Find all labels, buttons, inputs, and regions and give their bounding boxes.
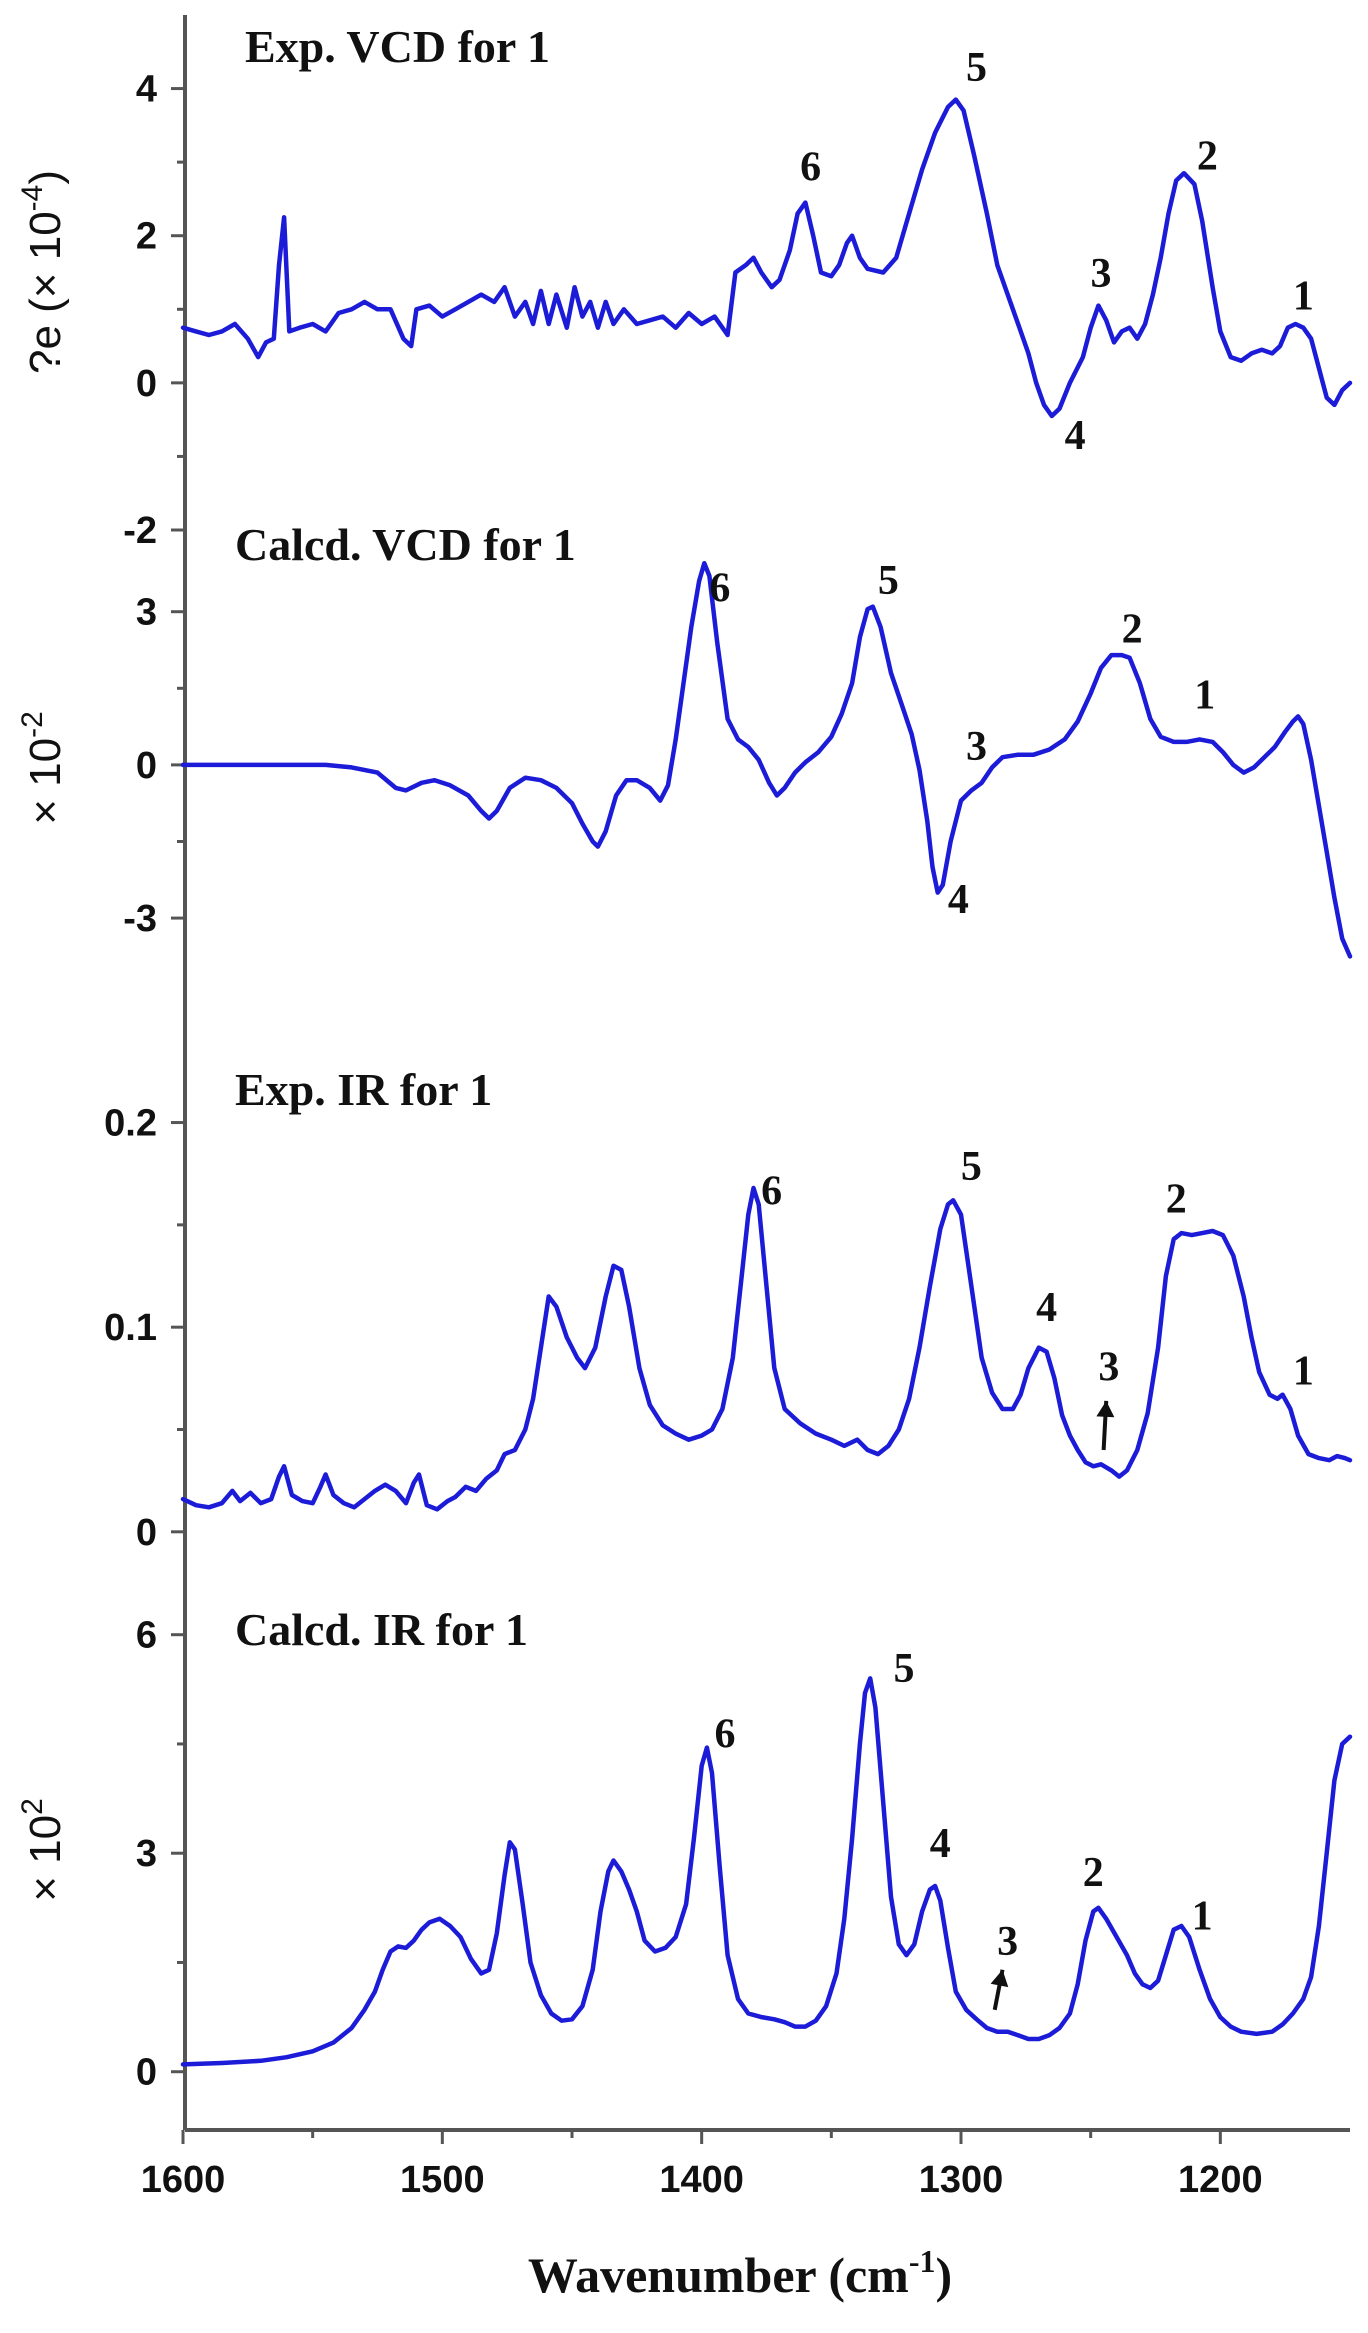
peak-label-calcd-ir: 3 <box>997 1919 1018 1965</box>
peak-label-exp-ir: 3 <box>1098 1344 1119 1390</box>
x-tick-label: 1600 <box>141 2159 226 2201</box>
peak-label-calcd-ir: 1 <box>1192 1894 1213 1940</box>
peak-label-calcd-ir: 4 <box>930 1821 951 1867</box>
x-axis-label: Wavenumber (cm-1) <box>528 2243 952 2303</box>
y-axis-label-calcd-vcd: × 10-2 <box>16 711 70 825</box>
panel-title-calcd-ir: Calcd. IR for 1 <box>235 1604 528 1655</box>
y-axis-label-sup: 2 <box>16 1798 49 1815</box>
peak-label-exp-vcd: 5 <box>966 45 987 91</box>
y-tick-label-exp-vcd: 4 <box>136 69 157 111</box>
y-tick-label-exp-vcd: 2 <box>136 216 157 258</box>
peak-label-exp-vcd: 6 <box>800 145 821 191</box>
x-tick-label: 1300 <box>919 2159 1004 2201</box>
y-tick-label-exp-vcd: 0 <box>136 363 157 405</box>
peak-label-exp-ir: 2 <box>1166 1177 1187 1223</box>
y-axis-label-sup: -4 <box>16 185 49 212</box>
peak-label-calcd-vcd: 5 <box>878 558 899 604</box>
peak-label-calcd-ir: 2 <box>1083 1850 1104 1896</box>
peak-label-exp-vcd: 3 <box>1091 251 1112 297</box>
y-axis-label-main: × 10 <box>21 1815 70 1902</box>
y-tick-label-exp-vcd: -2 <box>123 510 157 552</box>
peak-label-calcd-vcd: 6 <box>709 565 730 611</box>
y-tick-label-exp-ir: 0.2 <box>104 1103 157 1145</box>
peak-label-calcd-vcd: 1 <box>1194 673 1215 719</box>
peak-label-exp-vcd: 2 <box>1197 134 1218 180</box>
y-axis-label-exp-vcd: ?e (× 10-4) <box>16 170 70 374</box>
peak-label-calcd-ir: 6 <box>715 1712 736 1758</box>
y-tick-label-calcd-vcd: -3 <box>123 898 157 940</box>
y-axis-label-main: × 10 <box>21 738 70 825</box>
x-tick-label: 1200 <box>1178 2159 1263 2201</box>
x-axis-label-sup: -1 <box>909 2243 936 2279</box>
spectrum-line-calcd-ir <box>180 1676 1353 2067</box>
panel-title-exp-vcd: Exp. VCD for 1 <box>245 21 550 72</box>
peak-label-exp-vcd: 4 <box>1065 413 1086 459</box>
peak-label-calcd-vcd: 4 <box>948 877 969 923</box>
series-layer <box>180 97 1353 2067</box>
panel-title-calcd-vcd: Calcd. VCD for 1 <box>235 519 576 570</box>
peak-label-exp-vcd: 1 <box>1293 273 1314 319</box>
x-tick-label: 1400 <box>659 2159 744 2201</box>
y-tick-label-calcd-ir: 0 <box>136 2052 157 2094</box>
y-tick-label-calcd-vcd: 0 <box>136 745 157 787</box>
panel-title-exp-ir: Exp. IR for 1 <box>235 1064 492 1115</box>
arrow-head-exp-ir <box>1096 1400 1115 1418</box>
arrow-head-calcd-ir <box>990 1969 1009 1988</box>
peak-label-exp-ir: 5 <box>961 1144 982 1190</box>
peak-label-calcd-vcd: 2 <box>1122 606 1143 652</box>
peak-label-exp-ir: 6 <box>761 1168 782 1214</box>
peak-label-calcd-ir: 5 <box>893 1646 914 1692</box>
peak-label-exp-ir: 4 <box>1036 1285 1057 1331</box>
y-tick-label-exp-ir: 0.1 <box>104 1307 157 1349</box>
peak-label-exp-ir: 1 <box>1293 1348 1314 1394</box>
y-tick-label-calcd-ir: 3 <box>136 1833 157 1875</box>
x-axis-label-end: ) <box>935 2247 952 2303</box>
x-axis-label-main: Wavenumber (cm <box>528 2247 909 2303</box>
spectrum-line-exp-vcd <box>180 97 1353 419</box>
y-tick-label-exp-ir: 0 <box>136 1512 157 1554</box>
y-axis-label-sup: -2 <box>16 711 49 738</box>
spectrum-line-exp-ir <box>180 1185 1353 1512</box>
peak-label-calcd-vcd: 3 <box>966 724 987 770</box>
x-tick-label: 1500 <box>400 2159 485 2201</box>
y-axis-label-end: ) <box>21 170 70 185</box>
y-tick-label-calcd-ir: 6 <box>136 1615 157 1657</box>
y-tick-label-calcd-vcd: 3 <box>136 592 157 634</box>
y-axis-label-calcd-ir: × 102 <box>16 1798 70 1902</box>
spectrum-line-calcd-vcd <box>180 560 1353 959</box>
y-axis-label-main: ?e (× 10 <box>21 211 70 374</box>
axes-layer: 4 2 0 -2 3 0 -3 0.2 0.1 0 6 3 0 1600 1500 1400 1300 1200 <box>104 15 1350 2201</box>
